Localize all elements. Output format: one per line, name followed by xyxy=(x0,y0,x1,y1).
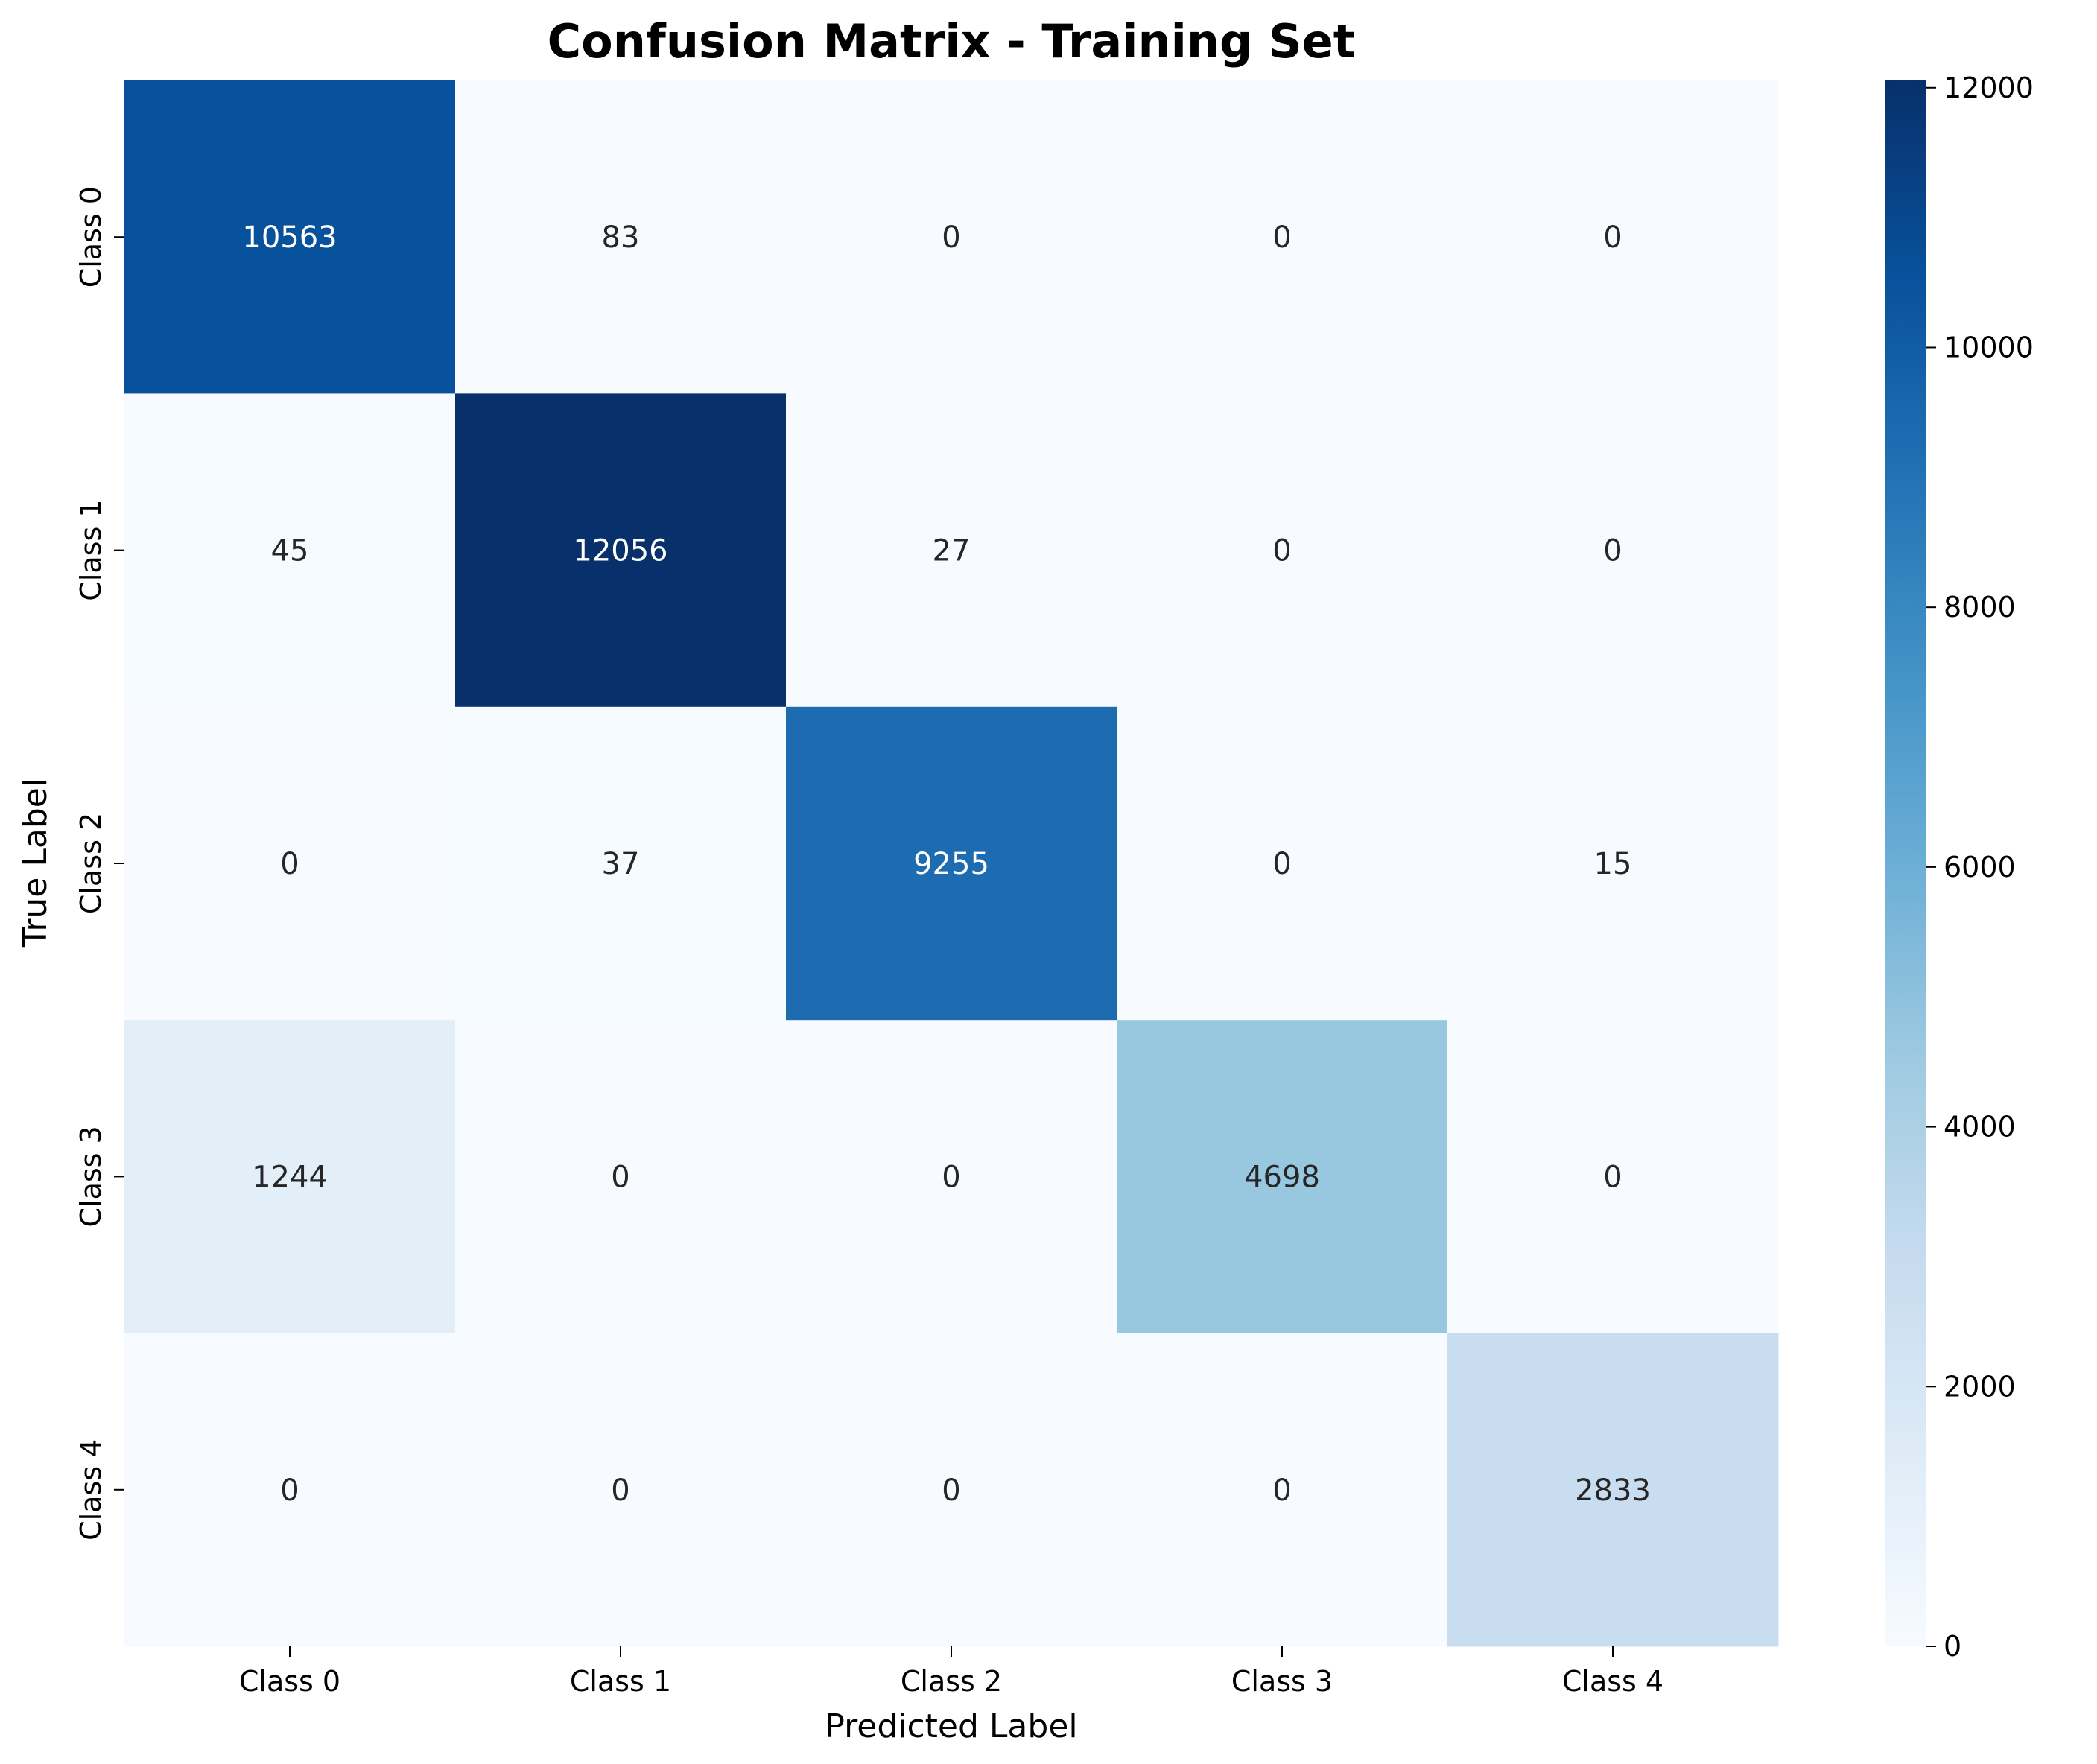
heatmap-cell xyxy=(786,1020,1117,1334)
y-tick-label: Class 3 xyxy=(74,1126,107,1227)
cell-value-label: 4698 xyxy=(1244,1160,1320,1194)
heatmap-cell xyxy=(786,80,1117,394)
heatmap-cell xyxy=(1117,80,1448,394)
cell-value-label: 0 xyxy=(1603,1160,1622,1194)
cell-value-label: 0 xyxy=(1272,534,1291,568)
heatmap-cell xyxy=(1117,706,1448,1021)
cell-value-label: 1244 xyxy=(252,1160,328,1194)
x-tick-label: Class 3 xyxy=(1231,1665,1333,1698)
heatmap-cell xyxy=(1447,1333,1779,1647)
y-axis-label: True Label xyxy=(16,778,54,948)
heatmap-cell xyxy=(786,706,1117,1021)
colorbar-tick-label: 2000 xyxy=(1944,1370,2016,1403)
heatmap-cell xyxy=(455,1333,787,1647)
heatmap-cell xyxy=(786,393,1117,708)
heatmap-cell xyxy=(124,1333,456,1647)
heatmap-cell xyxy=(1447,706,1779,1021)
heatmap-cell xyxy=(124,80,456,394)
heatmap-cell xyxy=(124,1020,456,1334)
colorbar-tick-label: 10000 xyxy=(1944,331,2034,364)
cell-value-label: 9255 xyxy=(913,847,989,881)
colorbar xyxy=(1885,80,1926,1646)
cell-value-label: 0 xyxy=(280,847,299,881)
heatmap-cell xyxy=(455,1020,787,1334)
heatmap-cell xyxy=(124,706,456,1021)
cell-value-label: 0 xyxy=(280,1473,299,1508)
y-tick-label: Class 1 xyxy=(74,499,107,600)
colorbar-tick-label: 4000 xyxy=(1944,1111,2016,1143)
y-tick-label: Class 4 xyxy=(74,1439,107,1541)
x-tick-label: Class 2 xyxy=(901,1665,1002,1698)
x-tick-label: Class 1 xyxy=(570,1665,671,1698)
cell-value-label: 12056 xyxy=(573,534,667,568)
colorbar-tick-label: 8000 xyxy=(1944,591,2016,624)
cell-value-label: 0 xyxy=(611,1160,629,1194)
cell-value-label: 27 xyxy=(933,534,971,568)
heatmap-cell xyxy=(455,80,787,394)
cell-value-label: 2833 xyxy=(1575,1473,1651,1508)
y-tick-label: Class 2 xyxy=(74,813,107,914)
heatmap-cell xyxy=(786,1333,1117,1647)
colorbar-tick-label: 6000 xyxy=(1944,851,2016,883)
x-tick-label: Class 4 xyxy=(1562,1665,1663,1698)
cell-value-label: 0 xyxy=(942,1473,960,1508)
x-axis-ticks: Class 0 Class 1 Class 2 Class 3 Class 4 xyxy=(239,1646,1663,1698)
heatmap-cell xyxy=(1117,1333,1448,1647)
heatmap-cell xyxy=(1117,393,1448,708)
cell-value-label: 45 xyxy=(271,534,309,568)
colorbar-ticks: 0 2000 4000 6000 8000 10000 12000 xyxy=(1926,72,2034,1663)
heatmap-cell xyxy=(455,393,787,708)
cell-value-label: 15 xyxy=(1594,847,1632,881)
cell-value-label: 0 xyxy=(1272,1473,1291,1508)
cell-value-label: 0 xyxy=(1603,220,1622,255)
cell-value-label: 37 xyxy=(602,847,640,881)
cell-value-label: 0 xyxy=(1272,847,1291,881)
cell-value-label: 0 xyxy=(942,1160,960,1194)
y-tick-label: Class 0 xyxy=(74,186,107,288)
x-tick-label: Class 0 xyxy=(239,1665,340,1698)
heatmap-cell xyxy=(1447,1020,1779,1334)
cell-value-label: 0 xyxy=(611,1473,629,1508)
heatmap-cell xyxy=(1447,80,1779,394)
chart-title: Confusion Matrix - Training Set xyxy=(548,14,1356,69)
cell-value-label: 0 xyxy=(1603,534,1622,568)
heatmap-cell xyxy=(1117,1020,1448,1334)
heatmap-cell xyxy=(1447,393,1779,708)
colorbar-tick-label: 0 xyxy=(1944,1630,1961,1663)
cell-value-label: 83 xyxy=(602,220,640,255)
heatmap-cell xyxy=(124,393,456,708)
x-axis-label: Predicted Label xyxy=(825,1707,1077,1745)
cell-value-label: 0 xyxy=(1272,220,1291,255)
heatmap-cells: 10563 83 0 0 0 45 12056 27 0 0 0 37 9255 0 15 1244 0 0 469… xyxy=(124,80,1779,1647)
colorbar-tick-label: 12000 xyxy=(1944,72,2034,104)
heatmap-cell xyxy=(455,706,787,1021)
y-axis-ticks: Class 0 Class 1 Class 2 Class 3 Class 4 xyxy=(74,186,124,1541)
cell-value-label: 10563 xyxy=(242,220,337,255)
cell-value-label: 0 xyxy=(942,220,960,255)
